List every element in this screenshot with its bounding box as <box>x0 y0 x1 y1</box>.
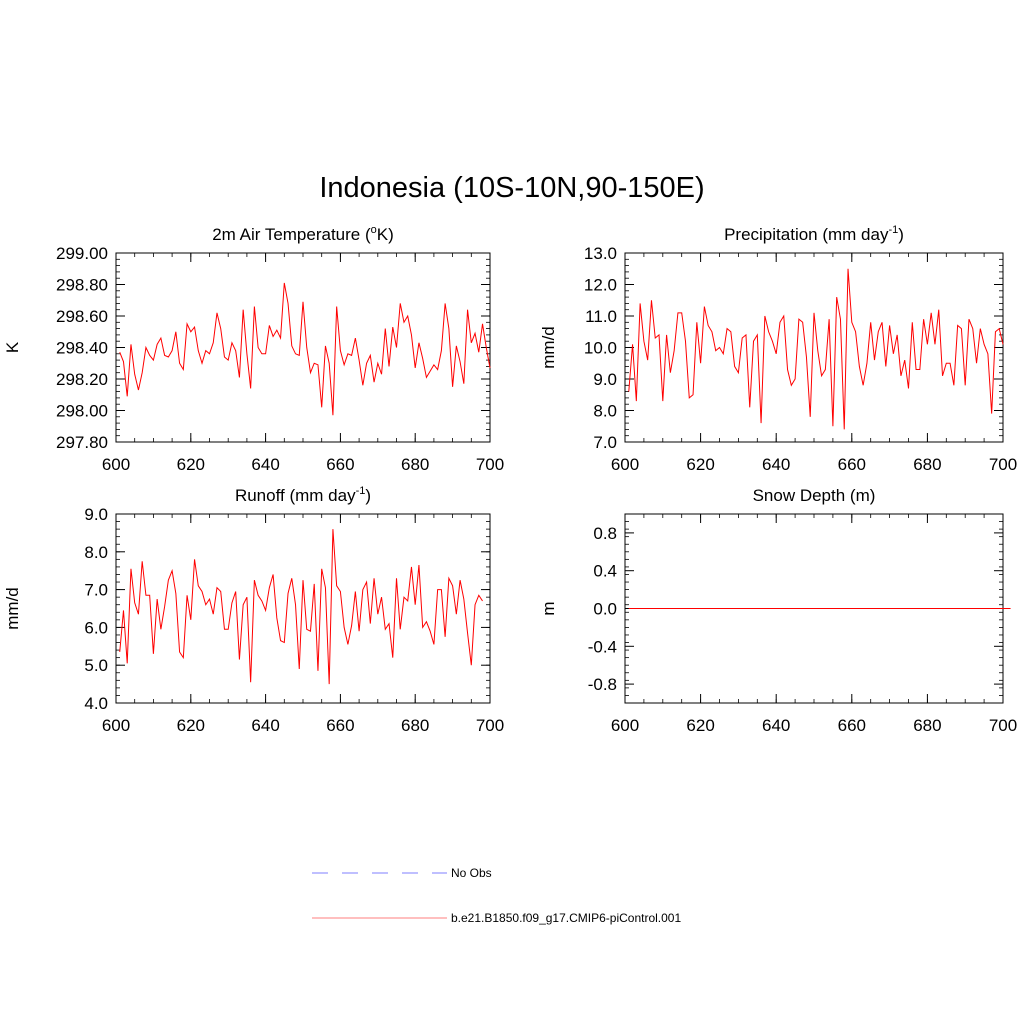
x-tick-label: 660 <box>838 716 866 735</box>
x-tick-label: 640 <box>251 716 279 735</box>
x-tick-label: 680 <box>401 716 429 735</box>
x-tick-label: 700 <box>476 455 504 474</box>
x-tick-label: 640 <box>762 455 790 474</box>
x-tick-label: 660 <box>326 716 354 735</box>
y-tick-label: 6.0 <box>84 618 108 637</box>
y-tick-label: 7.0 <box>593 433 617 452</box>
y-tick-label: 8.0 <box>84 543 108 562</box>
y-tick-label: 13.0 <box>584 244 617 263</box>
x-tick-label: 600 <box>102 455 130 474</box>
y-tick-label: 298.00 <box>56 402 108 421</box>
panel-title-end: ) <box>898 225 904 244</box>
panel-title-text: Snow Depth (m) <box>753 486 876 505</box>
legend: No Obs b.e21.B1850.f09_g17.CMIP6-piContr… <box>312 866 681 925</box>
y-tick-label: 9.0 <box>84 505 108 524</box>
y-tick-label: 12.0 <box>584 276 617 295</box>
y-tick-label: 298.40 <box>56 339 108 358</box>
panel-title-superscript: o <box>371 224 377 236</box>
chart-panels: 297.80 298.00 298.20 298.40 298.60 298.80 299.… <box>3 224 1017 735</box>
panel-title: Precipitation (mm day-1) <box>724 224 904 244</box>
panel-title-text: Precipitation (mm day <box>724 225 889 244</box>
series-line <box>119 282 491 416</box>
plot-frame <box>115 513 491 704</box>
y-tick-label: -0.8 <box>588 675 617 694</box>
y-axis-label: K <box>3 341 22 353</box>
panel-title-end: ) <box>365 486 371 505</box>
y-tick-label: 298.20 <box>56 370 108 389</box>
x-tick-label: 620 <box>686 455 714 474</box>
y-tick-label: 299.00 <box>56 244 108 263</box>
series-line <box>628 268 1004 430</box>
y-tick-label: 0.4 <box>593 562 617 581</box>
panel-title-superscript: -1 <box>888 224 898 236</box>
plot-frame <box>115 252 491 443</box>
y-tick-label: 8.0 <box>593 402 617 421</box>
legend-obs-label: No Obs <box>451 866 492 880</box>
x-tick-label: 600 <box>611 455 639 474</box>
series-line <box>119 529 483 685</box>
x-tick-label: 640 <box>762 716 790 735</box>
panel-title-superscript: -1 <box>356 485 366 497</box>
x-tick-label: 680 <box>913 455 941 474</box>
x-tick-label: 680 <box>401 455 429 474</box>
panel-title: Snow Depth (m) <box>753 486 876 505</box>
x-tick-label: 620 <box>177 455 205 474</box>
y-tick-label: 9.0 <box>593 370 617 389</box>
x-tick-label: 660 <box>326 455 354 474</box>
chart-panel-1: 297.80 298.00 298.20 298.40 298.60 298.80 299.… <box>3 224 504 474</box>
x-tick-label: 600 <box>611 716 639 735</box>
chart-panel-3: 4.0 5.0 6.0 7.0 8.0 9.0 600 620 640 660 680 700 Runo… <box>3 485 504 735</box>
y-tick-label: 297.80 <box>56 433 108 452</box>
x-tick-label: 700 <box>989 716 1017 735</box>
y-tick-label: 0.8 <box>593 524 617 543</box>
legend-model-label: b.e21.B1850.f09_g17.CMIP6-piControl.001 <box>451 911 681 925</box>
x-tick-label: 660 <box>838 455 866 474</box>
x-tick-label: 620 <box>686 716 714 735</box>
y-tick-label: -0.4 <box>588 637 617 656</box>
y-tick-label: 298.80 <box>56 276 108 295</box>
y-tick-label: 7.0 <box>84 581 108 600</box>
y-axis-label: mm/d <box>3 587 22 630</box>
panel-title-text: Runoff (mm day <box>235 486 356 505</box>
chart-panel-2: 7.0 8.0 9.0 10.0 11.0 12.0 13.0 600 620 640 660 680… <box>539 224 1017 474</box>
x-tick-label: 600 <box>102 716 130 735</box>
y-tick-label: 298.60 <box>56 307 108 326</box>
x-tick-label: 700 <box>476 716 504 735</box>
chart-panel-4: -0.8 -0.4 0.0 0.4 0.8 600 620 640 660 680 700 Snow … <box>539 486 1017 735</box>
x-tick-label: 680 <box>913 716 941 735</box>
x-tick-label: 700 <box>989 455 1017 474</box>
y-axis-label: mm/d <box>539 326 558 369</box>
panel-title-text: 2m Air Temperature ( <box>212 225 371 244</box>
y-tick-label: 11.0 <box>585 307 617 326</box>
page-title: Indonesia (10S-10N,90-150E) <box>319 172 705 204</box>
y-tick-label: 5.0 <box>84 656 108 675</box>
y-tick-label: 4.0 <box>84 694 108 713</box>
plot-frame <box>624 252 1004 443</box>
panel-title: Runoff (mm day-1) <box>235 485 371 505</box>
y-tick-label: 0.0 <box>593 600 617 619</box>
panel-title: 2m Air Temperature (oK) <box>212 224 394 244</box>
y-axis-label: m <box>539 601 558 615</box>
y-tick-label: 10.0 <box>584 339 617 358</box>
x-tick-label: 620 <box>177 716 205 735</box>
panel-title-end: K) <box>377 225 394 244</box>
x-tick-label: 640 <box>251 455 279 474</box>
